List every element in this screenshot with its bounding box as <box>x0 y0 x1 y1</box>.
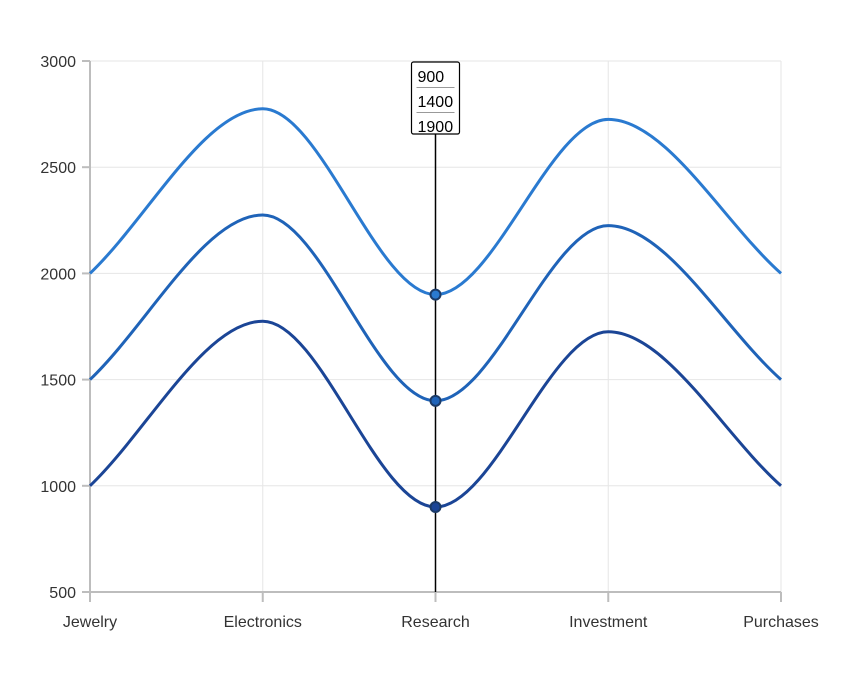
tooltip-value: 1900 <box>418 119 454 136</box>
x-tick-label: Investment <box>569 614 648 631</box>
series-marker-1 <box>429 501 442 514</box>
tooltip-value: 1400 <box>418 94 454 111</box>
x-axis-ticks: Jewelry Electronics Research Investment Purc… <box>63 592 819 631</box>
tooltip-box <box>410 61 461 135</box>
markers <box>429 288 442 514</box>
y-axis-ticks: 500 1000 1500 2000 2500 3000 <box>40 54 90 602</box>
tooltip-value: 900 <box>418 69 445 86</box>
y-tick-label: 2000 <box>40 266 76 283</box>
y-tick-label: 500 <box>49 585 76 602</box>
series-marker-3 <box>429 288 442 301</box>
y-tick-label: 1500 <box>40 373 76 390</box>
x-tick-label: Electronics <box>224 614 302 631</box>
y-tick-label: 3000 <box>40 54 76 71</box>
y-tick-label: 2500 <box>40 160 76 177</box>
tooltip: 900 1400 1900 <box>410 61 461 136</box>
x-tick-label: Research <box>401 614 469 631</box>
y-tick-label: 1000 <box>40 479 76 496</box>
series-marker-2 <box>429 394 442 407</box>
x-tick-label: Jewelry <box>63 614 117 631</box>
x-tick-label: Purchases <box>743 614 819 631</box>
